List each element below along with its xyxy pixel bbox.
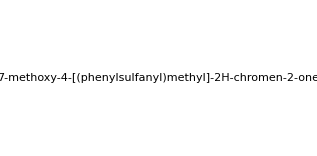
Text: 7-methoxy-4-[(phenylsulfanyl)methyl]-2H-chromen-2-one: 7-methoxy-4-[(phenylsulfanyl)methyl]-2H-… xyxy=(0,73,317,83)
